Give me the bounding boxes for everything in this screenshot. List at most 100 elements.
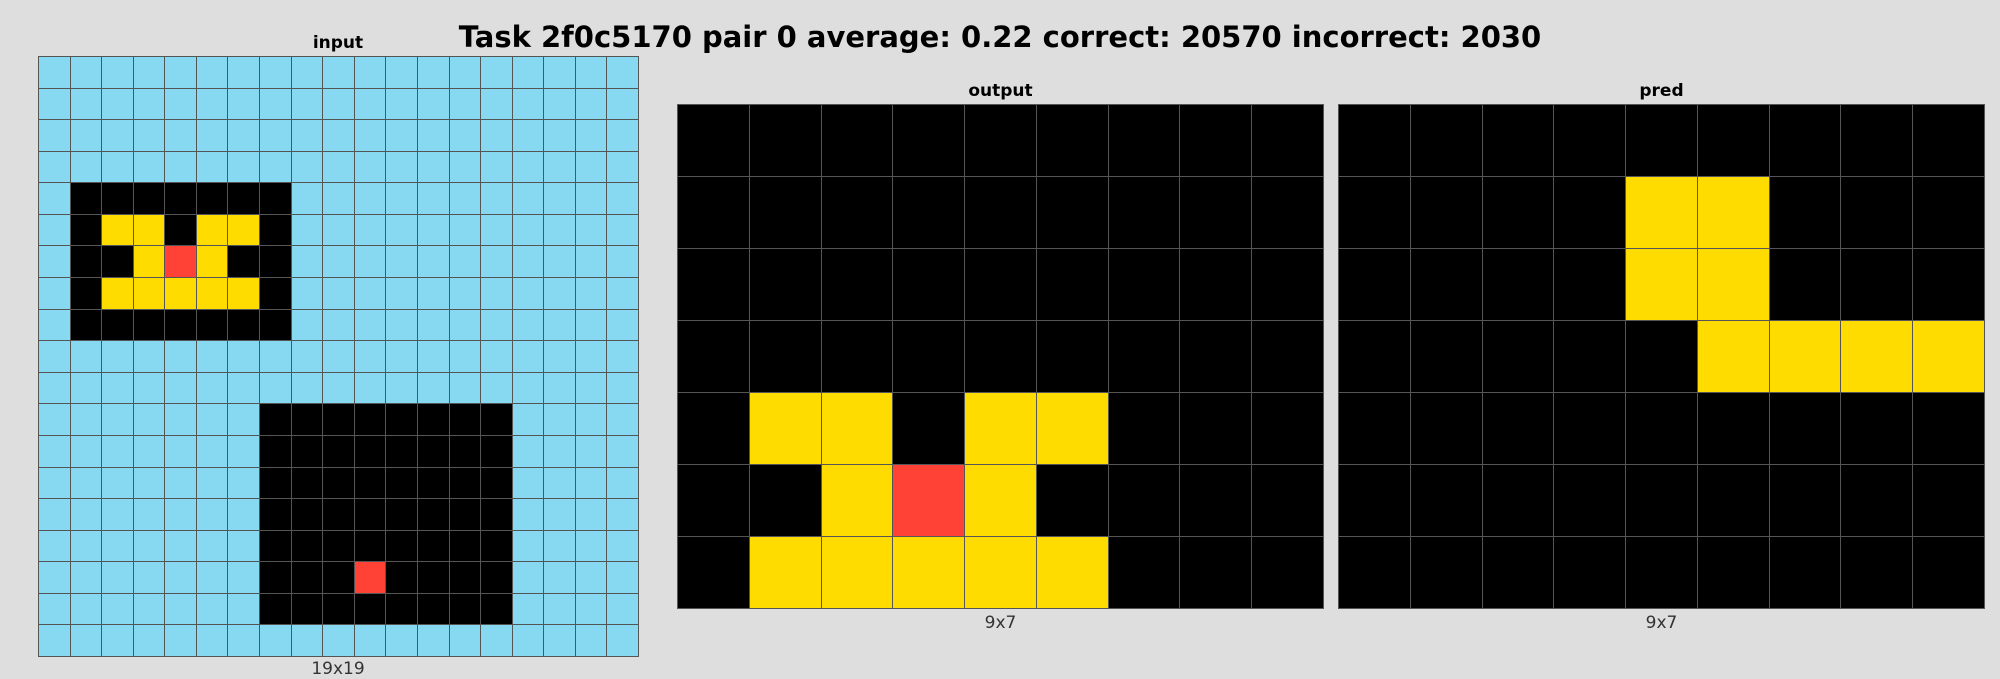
input-cell	[102, 435, 133, 467]
input-cell	[512, 57, 544, 88]
input-cell	[354, 151, 386, 183]
output-cell	[893, 249, 965, 320]
output-cell	[1036, 321, 1108, 392]
input-cell	[386, 151, 417, 183]
input-cell	[291, 499, 323, 530]
input-cell	[133, 593, 165, 625]
output-cell	[678, 393, 749, 464]
input-cell	[575, 499, 607, 530]
input-cell	[70, 562, 102, 593]
output-cell	[678, 105, 749, 176]
input-cell	[386, 435, 417, 467]
input-cell	[386, 372, 417, 404]
pred-cell	[1697, 105, 1769, 176]
input-cell	[449, 341, 481, 372]
input-cell	[102, 562, 133, 593]
input-cell	[607, 278, 638, 309]
input-cell	[544, 278, 575, 309]
input-cell	[165, 151, 196, 183]
pred-cell	[1482, 537, 1554, 608]
input-cell	[512, 435, 544, 467]
input-cell	[449, 625, 481, 656]
input-cell	[102, 278, 133, 309]
pred-panel-title: pred	[1639, 81, 1684, 101]
input-cell	[575, 183, 607, 214]
input-cell	[133, 435, 165, 467]
output-cell	[1180, 465, 1252, 536]
input-cell	[133, 278, 165, 309]
input-cell	[165, 625, 196, 656]
input-cell	[544, 499, 575, 530]
input-cell	[354, 120, 386, 151]
input-cell	[417, 278, 449, 309]
input-cell	[260, 309, 291, 341]
input-cell	[481, 625, 512, 656]
input-cell	[70, 183, 102, 214]
input-cell	[70, 625, 102, 656]
input-cell	[323, 57, 354, 88]
pred-cell	[1554, 249, 1626, 320]
input-cell	[70, 372, 102, 404]
output-panel-title: output	[968, 81, 1033, 101]
output-cell	[678, 177, 749, 248]
input-cell	[449, 593, 481, 625]
input-cell	[196, 372, 228, 404]
pred-cell	[1913, 465, 1984, 536]
input-cell	[481, 120, 512, 151]
input-cell	[575, 278, 607, 309]
input-cell	[607, 404, 638, 435]
input-cell	[354, 593, 386, 625]
input-cell	[228, 183, 260, 214]
input-cell	[70, 593, 102, 625]
input-cell	[133, 88, 165, 120]
input-cell	[165, 435, 196, 467]
input-cell	[512, 530, 544, 562]
input-cell	[165, 57, 196, 88]
pred-cell	[1339, 321, 1410, 392]
input-cell	[417, 214, 449, 246]
input-cell	[449, 246, 481, 278]
input-cell	[39, 246, 70, 278]
input-cell	[354, 625, 386, 656]
input-cell	[260, 278, 291, 309]
pred-cell	[1841, 249, 1913, 320]
pred-cell	[1410, 393, 1482, 464]
output-cell	[749, 177, 821, 248]
input-cell	[575, 88, 607, 120]
input-cell	[196, 562, 228, 593]
input-cell	[354, 467, 386, 499]
pred-cell	[1482, 249, 1554, 320]
input-cell	[575, 151, 607, 183]
output-cell	[1036, 393, 1108, 464]
input-cell	[449, 467, 481, 499]
input-cell	[228, 562, 260, 593]
output-cell	[1108, 177, 1180, 248]
input-cell	[512, 341, 544, 372]
input-cell	[417, 499, 449, 530]
input-cell	[133, 499, 165, 530]
input-cell	[481, 499, 512, 530]
input-cell	[544, 530, 575, 562]
input-cell	[291, 278, 323, 309]
input-cell	[102, 151, 133, 183]
output-cell	[1180, 393, 1252, 464]
input-cell	[102, 309, 133, 341]
input-cell	[196, 120, 228, 151]
input-cell	[70, 120, 102, 151]
input-cell	[133, 372, 165, 404]
input-cell	[512, 467, 544, 499]
pred-cell	[1769, 249, 1841, 320]
input-cell	[417, 183, 449, 214]
input-cell	[575, 435, 607, 467]
input-cell	[165, 88, 196, 120]
input-cell	[133, 57, 165, 88]
input-cell	[39, 57, 70, 88]
input-cell	[39, 341, 70, 372]
input-cell	[291, 341, 323, 372]
input-cell	[607, 246, 638, 278]
pred-cell	[1841, 321, 1913, 392]
input-cell	[70, 499, 102, 530]
pred-cell	[1410, 537, 1482, 608]
input-cell	[228, 499, 260, 530]
input-cell	[133, 625, 165, 656]
